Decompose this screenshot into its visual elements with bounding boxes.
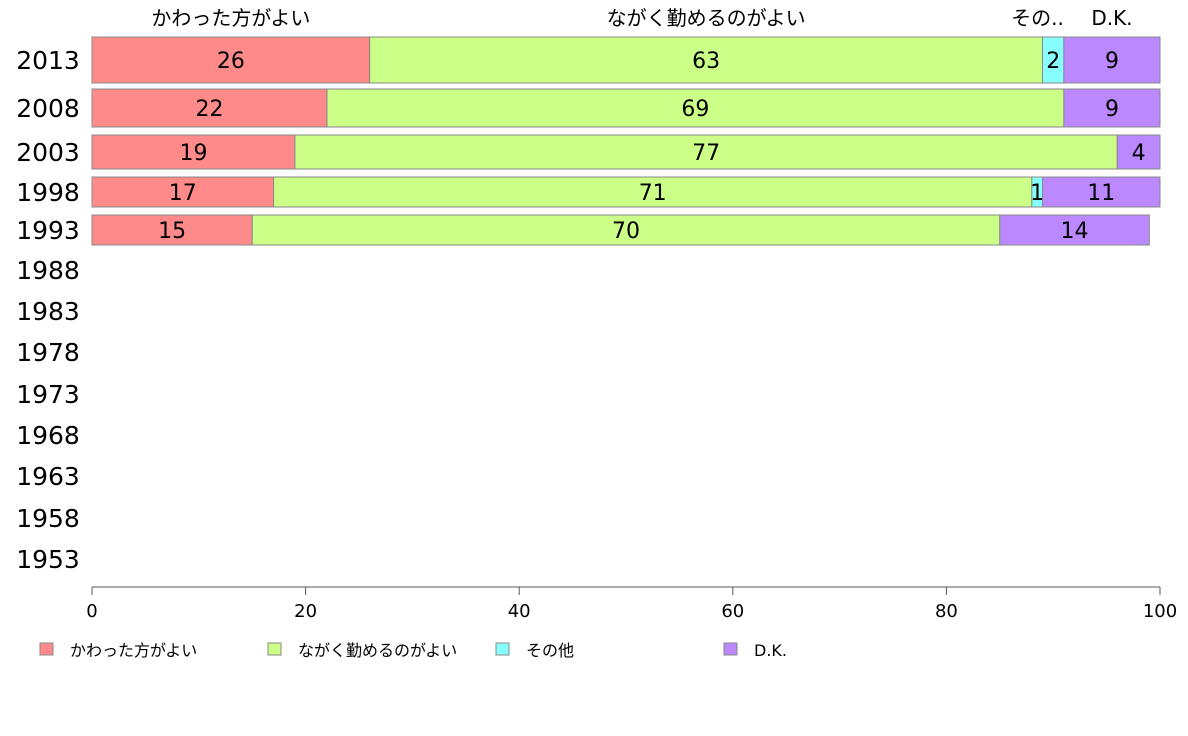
legend-swatch	[267, 642, 282, 656]
series-header-label: D.K.	[1091, 6, 1132, 30]
data-label: 63	[692, 49, 720, 74]
data-label: 26	[217, 49, 245, 74]
bar-segment	[273, 176, 1033, 208]
series-header-label: かわった方がよい	[151, 6, 310, 30]
data-label: 69	[681, 97, 709, 122]
year-label: 1958	[16, 504, 80, 533]
bar-segment	[1042, 176, 1161, 208]
year-label: 1963	[16, 462, 80, 491]
x-tick-label: 100	[1143, 601, 1177, 622]
bar-segment	[91, 214, 253, 246]
year-axis: 2013 2008 2003 1998 1993 1988 1983 1978 1973 1968…	[16, 46, 80, 574]
year-label: 1953	[16, 545, 80, 574]
legend-swatch	[723, 642, 738, 656]
legend-label: ながく勤めるのがよい	[298, 641, 457, 660]
legend-label: D.K.	[754, 641, 787, 660]
data-label: 14	[1061, 219, 1089, 244]
data-label: 2	[1046, 49, 1060, 74]
year-label: 1978	[16, 338, 80, 367]
legend-swatch	[39, 642, 54, 656]
x-axis: 0 20 40 60 80 100	[86, 586, 1177, 622]
series-header-labels: かわった方がよい ながく勤めるのがよい その.. D.K.	[151, 6, 1132, 30]
data-label: 22	[195, 97, 223, 122]
data-label: 77	[692, 141, 720, 166]
x-tick-label: 60	[721, 601, 744, 622]
bar-segment	[1063, 36, 1161, 84]
year-label: 2008	[16, 94, 80, 123]
data-label: 70	[612, 219, 640, 244]
year-label: 1973	[16, 380, 80, 409]
data-label: 15	[158, 219, 186, 244]
year-label: 1983	[16, 297, 80, 326]
bar-segment	[294, 134, 1118, 170]
bar-segment	[326, 88, 1065, 128]
bar-segment	[91, 36, 371, 84]
x-tick-label: 80	[935, 601, 958, 622]
legend-swatch	[495, 642, 510, 656]
series-header-label: ながく勤めるのがよい	[607, 6, 806, 30]
year-label: 1968	[16, 421, 80, 450]
legend: かわった方がよい ながく勤めるのがよい その他 D.K.	[39, 641, 787, 660]
data-label: 1	[1030, 181, 1044, 206]
data-label: 19	[179, 141, 207, 166]
year-label: 2013	[16, 46, 80, 75]
data-label: 9	[1105, 49, 1119, 74]
data-label: 9	[1105, 97, 1119, 122]
x-tick-label: 0	[86, 601, 97, 622]
bar-segment	[999, 214, 1150, 246]
bar-segment	[1116, 134, 1161, 170]
legend-label: その他	[526, 641, 574, 660]
bar-segment	[251, 214, 1001, 246]
bar-segment	[1063, 88, 1161, 128]
year-label: 1993	[16, 216, 80, 245]
bar-segment	[91, 88, 328, 128]
year-label: 2003	[16, 138, 80, 167]
series-header-label: その..	[1011, 6, 1064, 30]
x-tick-label: 40	[508, 601, 531, 622]
x-tick-label: 20	[294, 601, 317, 622]
year-label: 1998	[16, 178, 80, 207]
data-label: 4	[1132, 141, 1146, 166]
bar-segment	[91, 176, 275, 208]
bar-segment	[369, 36, 1044, 84]
data-label: 71	[639, 181, 667, 206]
data-label: 11	[1087, 181, 1115, 206]
legend-label: かわった方がよい	[70, 641, 197, 660]
data-label: 17	[169, 181, 197, 206]
year-label: 1988	[16, 256, 80, 285]
